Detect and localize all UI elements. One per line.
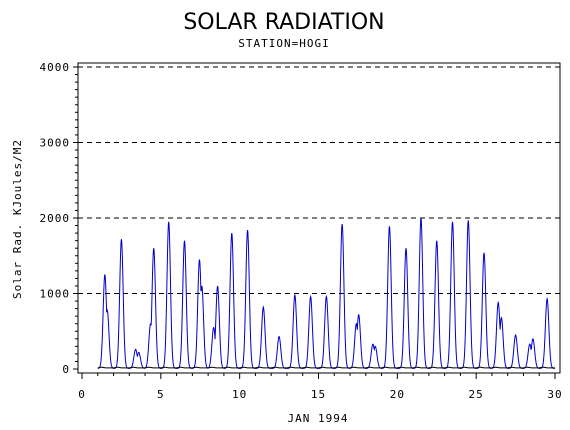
x-tick-label: 30 (547, 388, 562, 401)
chart-title: SOLAR RADIATION (183, 10, 384, 35)
x-tick-label: 25 (469, 388, 484, 401)
x-tick-label: 10 (232, 388, 247, 401)
y-tick-label: 1000 (40, 288, 71, 301)
x-tick-label: 15 (311, 388, 326, 401)
x-tick-label: 0 (78, 388, 86, 401)
y-axis-label: Solar Rad. KJoules/M2 (11, 139, 24, 299)
chart-subtitle: STATION=HOGI (238, 37, 329, 50)
y-tick-label: 0 (62, 363, 70, 376)
axes: 0 1000 2000 3000 4000 0 5 10 15 20 25 30 (40, 61, 562, 401)
baseline-series-line (97, 366, 555, 369)
y-tick-label: 2000 (40, 212, 71, 225)
x-tick-label: 5 (157, 388, 165, 401)
x-tick-label: 20 (390, 388, 405, 401)
plot-area (97, 217, 555, 369)
y-tick-label: 4000 (40, 61, 71, 74)
x-axis-label: JAN 1994 (288, 412, 349, 425)
y-tick-label: 3000 (40, 137, 71, 150)
